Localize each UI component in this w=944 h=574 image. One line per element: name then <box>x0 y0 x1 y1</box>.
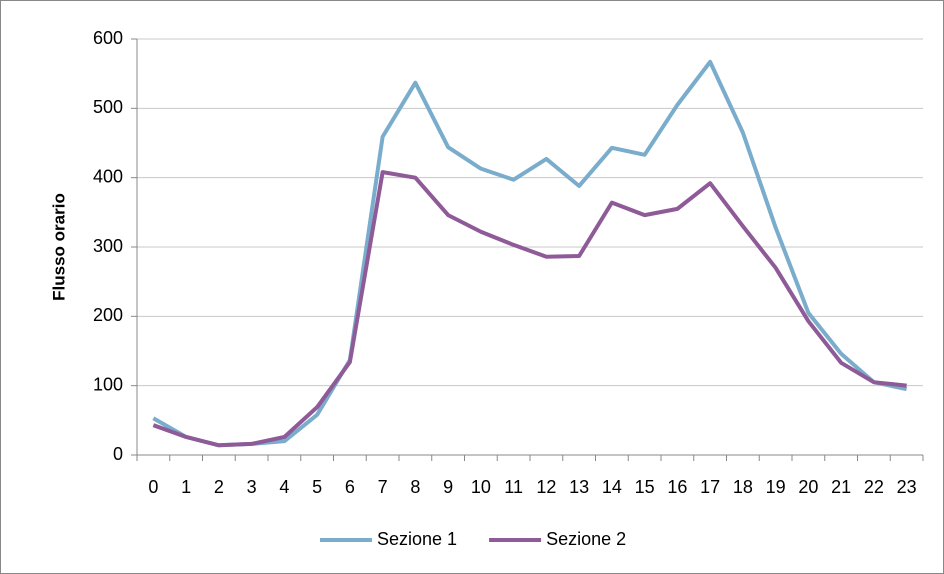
x-tick-label: 16 <box>667 477 687 497</box>
x-tick-label: 12 <box>536 477 556 497</box>
x-tick-label: 23 <box>897 477 917 497</box>
x-tick-label: 0 <box>148 477 158 497</box>
y-tick-label: 500 <box>93 97 123 117</box>
y-tick-label: 400 <box>93 166 123 186</box>
x-tick-label: 13 <box>569 477 589 497</box>
x-tick-label: 4 <box>279 477 289 497</box>
x-tick-label: 20 <box>798 477 818 497</box>
legend-label: Sezione 1 <box>377 529 457 549</box>
x-tick-label: 18 <box>733 477 753 497</box>
y-tick-label: 600 <box>93 28 123 48</box>
x-tick-label: 2 <box>214 477 224 497</box>
x-tick-label: 5 <box>312 477 322 497</box>
y-tick-label: 0 <box>113 444 123 464</box>
x-tick-label: 10 <box>471 477 491 497</box>
y-tick-label: 100 <box>93 374 123 394</box>
series-line <box>152 170 907 448</box>
x-tick-label: 15 <box>635 477 655 497</box>
y-tick-label: 200 <box>93 305 123 325</box>
x-tick-label: 14 <box>602 477 622 497</box>
x-tick-label: 19 <box>766 477 786 497</box>
x-tick-label: 8 <box>410 477 420 497</box>
x-tick-label: 11 <box>504 477 523 497</box>
x-tick-label: 17 <box>700 477 720 497</box>
series-line <box>152 59 908 448</box>
x-tick-label: 3 <box>247 477 257 497</box>
x-tick-label: 22 <box>864 477 884 497</box>
y-tick-label: 300 <box>93 236 123 256</box>
x-tick-label: 6 <box>345 477 355 497</box>
x-tick-label: 21 <box>831 477 851 497</box>
y-axis-label: Flusso orario <box>49 193 68 301</box>
x-tick-label: 9 <box>443 477 453 497</box>
x-tick-label: 7 <box>378 477 388 497</box>
x-tick-label: 1 <box>181 477 191 497</box>
legend-label: Sezione 2 <box>546 529 626 549</box>
